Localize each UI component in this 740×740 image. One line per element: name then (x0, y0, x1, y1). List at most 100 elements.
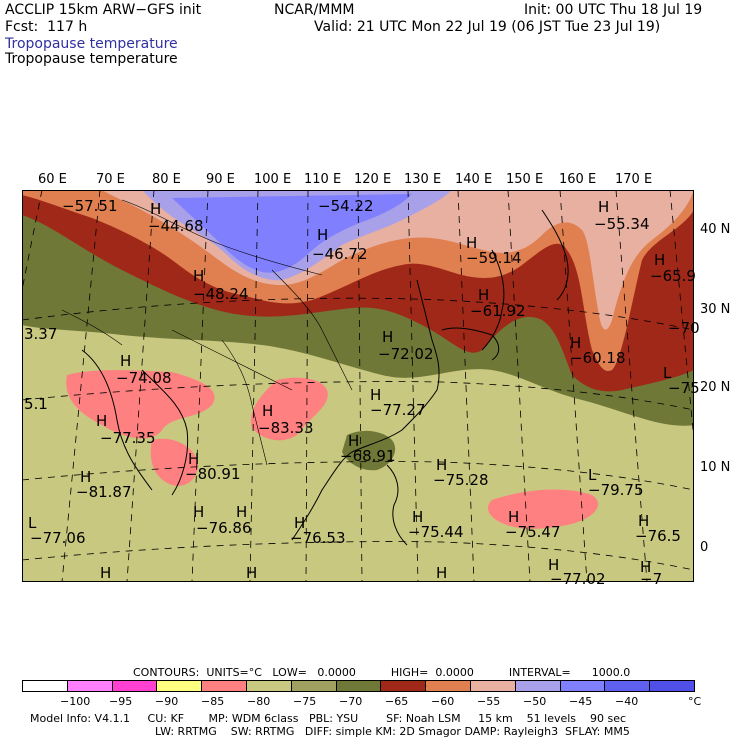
colorbar-tick: °C (688, 695, 702, 708)
high-marker: H (150, 200, 162, 218)
lon-label: 140 E (455, 172, 493, 187)
high-marker: H (236, 503, 248, 521)
model-title: ACCLIP 15km ARW−GFS init (5, 2, 202, 18)
field-band-minus45 (172, 194, 412, 273)
map-value-label: 3.37 (24, 325, 58, 343)
high-marker: H (188, 450, 200, 468)
colorbar-swatch (22, 680, 68, 692)
field-band-minus80-b (250, 377, 328, 441)
map-value-label: −75 (668, 379, 700, 397)
high-marker: H (262, 402, 274, 420)
lon-label: 80 E (152, 172, 181, 187)
tropopause-temperature-map (22, 190, 694, 582)
lon-label: 100 E (254, 172, 292, 187)
high-marker: H (640, 558, 652, 576)
lat-label: 40 N (700, 222, 731, 237)
lon-label: 60 E (38, 172, 67, 187)
colorbar-swatch (111, 680, 158, 692)
high-marker: H (654, 251, 666, 269)
colorbar-tick: −55 (477, 695, 501, 708)
lon-label: 70 E (96, 172, 125, 187)
lat-label: 20 N (700, 380, 731, 395)
map-value-label: −44.68 (148, 217, 204, 235)
map-value-label: −76.86 (196, 519, 252, 537)
field-title-1: Tropopause temperature (5, 36, 178, 52)
map-value-label: −79.75 (588, 481, 644, 499)
colorbar-tick: −50 (523, 695, 547, 708)
high-marker: H (598, 198, 610, 216)
field-band-minus80-d (487, 489, 598, 529)
map-value-label: −65.9 (650, 267, 696, 285)
lon-label: 120 E (354, 172, 392, 187)
high-marker: H (466, 234, 478, 252)
init-time: Init: 00 UTC Thu 18 Jul 19 (524, 2, 703, 18)
colorbar-tick: −60 (431, 695, 455, 708)
map-value-label: −59.14 (466, 249, 522, 267)
field-band-minus80-a (66, 370, 215, 439)
map-value-label: −48.24 (193, 285, 249, 303)
map-value-label: −76.5 (635, 527, 681, 545)
high-marker: L (588, 466, 597, 484)
lon-label: 90 E (206, 172, 235, 187)
colorbar-tick: −45 (569, 695, 593, 708)
high-marker: H (193, 503, 205, 521)
lon-label: 150 E (506, 172, 544, 187)
map-value-label: −61.92 (470, 302, 526, 320)
colorbar-tick: −85 (201, 695, 225, 708)
map-value-label: −72.02 (378, 345, 434, 363)
colorbar-swatch (470, 680, 516, 692)
map-value-label: −75.47 (505, 523, 561, 541)
contour-info: CONTOURS: UNITS=°C LOW= 0.0000 HIGH= 0.0… (133, 666, 631, 679)
colorbar-swatch (201, 680, 247, 692)
high-marker: H (120, 352, 132, 370)
colorbar-swatch (514, 680, 561, 692)
colorbar-swatch (604, 680, 651, 692)
map-value-label: −55.34 (594, 215, 650, 233)
high-marker: H (436, 456, 448, 474)
map-value-label: −46.72 (312, 245, 368, 263)
high-marker: H (638, 512, 650, 530)
colorbar-tick: −100 (60, 695, 91, 708)
high-marker: H (193, 267, 205, 285)
colorbar-tick: −70 (339, 695, 363, 708)
colorbar-swatch (559, 680, 606, 692)
colorbar-tick: −75 (293, 695, 317, 708)
map-value-label: −80.91 (185, 465, 241, 483)
field-band-minus70-patch (342, 430, 396, 471)
colorbar-swatch (425, 680, 471, 692)
high-marker: L (28, 514, 37, 532)
colorbar-swatch (156, 680, 203, 692)
colorbar-swatch (335, 680, 382, 692)
org-label: NCAR/MMM (274, 2, 355, 18)
map-value-label: −57.51 (62, 197, 118, 215)
high-marker: H (100, 564, 112, 582)
map-value-label: −81.87 (76, 483, 132, 501)
colorbar-tick: −95 (109, 695, 133, 708)
colorbar-tick: −65 (385, 695, 409, 708)
lat-label: 0 (700, 540, 709, 555)
lon-label: 170 E (615, 172, 653, 187)
map-value-label: −83.33 (258, 419, 314, 437)
grid-lines (22, 190, 694, 582)
high-marker: H (508, 508, 520, 526)
high-marker: H (96, 412, 108, 430)
colorbar-swatch (649, 680, 695, 692)
high-marker: H (570, 334, 582, 352)
field-title-2: Tropopause temperature (5, 51, 178, 67)
map-value-label: −77.35 (100, 429, 156, 447)
lat-label: 10 N (700, 460, 731, 475)
map-value-label: −60.18 (570, 349, 626, 367)
lon-label: 130 E (404, 172, 442, 187)
map-value-label: −54.22 (318, 197, 374, 215)
lon-label: 160 E (559, 172, 597, 187)
high-marker: H (246, 564, 258, 582)
model-physics: LW: RRTMG SW: RRTMG DIFF: simple KM: 2D … (155, 725, 630, 738)
colorbar-tick: −90 (155, 695, 179, 708)
high-marker: H (478, 286, 490, 304)
map-value-label: −77.27 (370, 401, 426, 419)
high-marker: H (412, 508, 424, 526)
map-value-label: −76.53 (290, 529, 346, 547)
model-info: Model Info: V4.1.1 CU: KF MP: WDM 6class… (30, 712, 627, 725)
high-marker: H (294, 514, 306, 532)
colorbar-swatch (246, 680, 292, 692)
